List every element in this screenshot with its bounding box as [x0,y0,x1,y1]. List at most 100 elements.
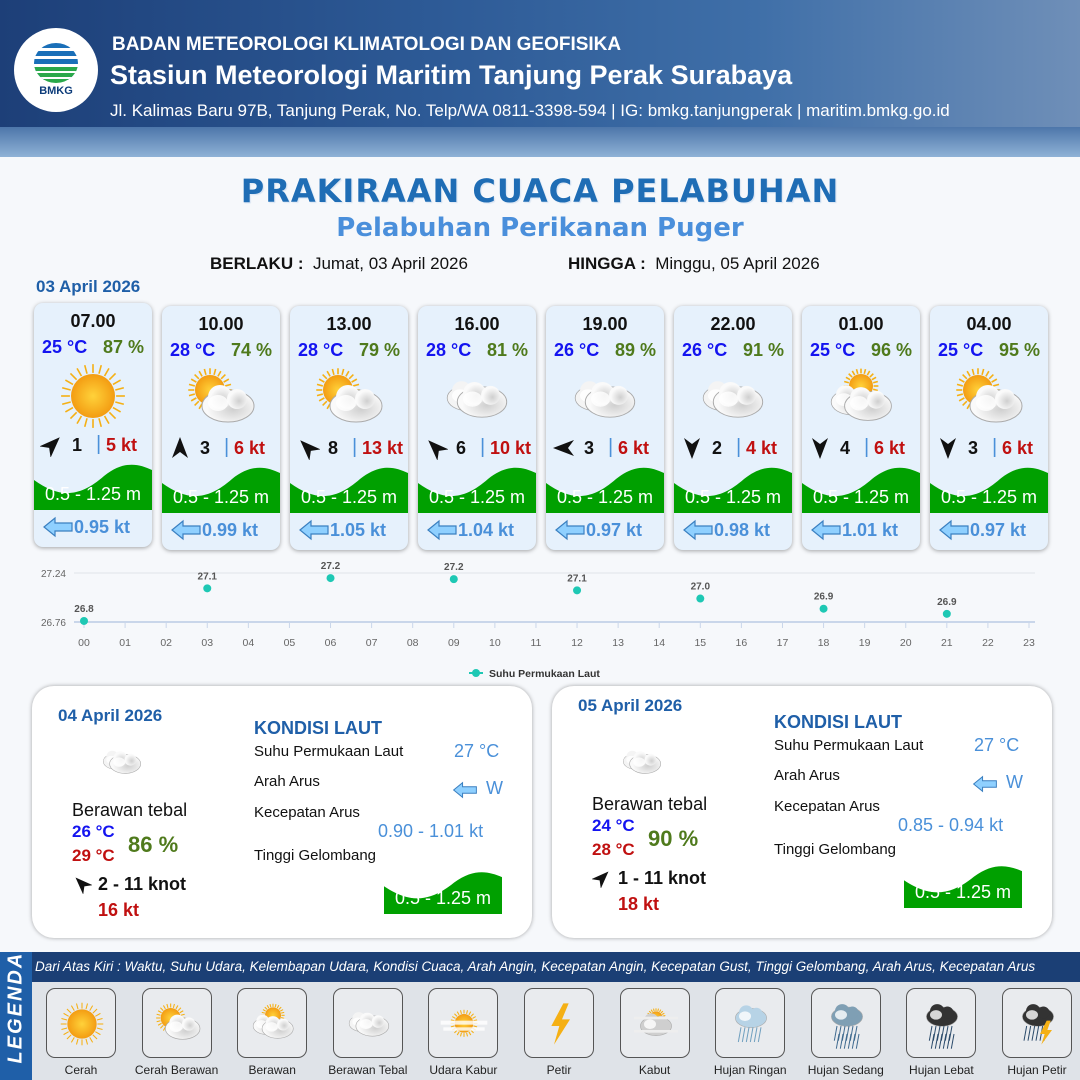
legend-note: Dari Atas Kiri : Waktu, Suhu Udara, Kele… [32,952,1080,982]
panel-date: 05 April 2026 [578,696,683,715]
wind-speed: 2 [712,438,723,458]
wind-gust: 4 kt [746,438,778,458]
current-speed-label: Kecepatan Arus [254,804,360,821]
current-direction-arrow-icon [42,516,74,538]
wind-speed: 4 [840,438,851,458]
forecast-card: 19.00 26 °C 89 % 3 | 6 kt 0.5 - 1.25 m 0… [546,306,664,550]
current-speed: 1.05 kt [330,520,387,540]
legend-petir-icon [524,988,594,1058]
sea-condition-title: KONDISI LAUT [254,718,382,738]
x-tick-label: 22 [982,637,994,649]
wind-speed: 8 [328,438,339,458]
sst-point[interactable] [942,609,951,618]
air-temperature: 25 °C [810,340,856,360]
legend-item-label: Cerah [64,1063,98,1077]
cerah-berawan-weather-icon [176,364,266,434]
separator: | [224,436,230,458]
forecast-card: 22.00 26 °C 91 % 2 | 4 kt 0.5 - 1.25 m 0… [674,306,792,550]
min-temperature: 26 °C [72,822,115,841]
wind-speed: 3 [200,438,211,458]
wave-icon [162,461,280,513]
wind-speed: 1 [72,435,83,455]
forecast-card: 10.00 28 °C 74 % 3 | 6 kt 0.5 - 1.25 m 0… [162,306,280,550]
sst-point-label: 26.9 [937,597,957,608]
wind-gust: 16 kt [98,900,140,920]
legend-hujan-lebat-icon [906,988,977,1058]
wave-height-value: 0.5 - 1.25 m [394,888,492,908]
wind-gust: 6 kt [874,438,906,458]
legend-berawan-icon [237,988,308,1058]
current-speed: 0.99 kt [202,520,259,540]
legend-udara-kabur-icon [428,988,499,1058]
day-panel-2: 05 April 2026 Berawan tebal 24 °C 28 °C … [552,686,1052,938]
forecast-card: 07.00 25 °C 87 % 1 | 5 kt 0.5 - 1.25 m 0… [34,303,152,547]
wind-direction-arrow-icon [168,436,192,460]
current-direction-label: Arah Arus [254,773,320,790]
wind-direction-arrow-icon [936,436,960,460]
wave-height-label: Tinggi Gelombang [774,841,897,858]
x-tick-label: 01 [119,637,131,649]
wind-gust: 6 kt [1002,438,1034,458]
x-tick-label: 00 [78,637,90,649]
port-name: Pelabuhan Perikanan Puger [336,213,744,243]
x-tick-label: 20 [900,637,912,649]
sst-point-label: 27.0 [691,582,711,593]
current-speed: 0.97 kt [586,520,643,540]
station-name: Stasiun Meteorologi Maritim Tanjung Pera… [110,60,793,90]
current-direction-value: W [1006,772,1023,792]
separator: | [96,433,102,455]
sst-point[interactable] [326,574,335,583]
wind-gust: 6 kt [618,438,650,458]
berawan-tebal-weather-icon [612,740,672,784]
wind-direction-arrow-icon [552,436,576,460]
wind-direction-arrow-icon [296,436,321,461]
sst-point[interactable] [696,594,705,603]
forecast-time: 19.00 [582,314,628,334]
sst-point[interactable] [80,616,88,625]
legend: LEGENDA Dari Atas Kiri : Waktu, Suhu Uda… [0,952,1080,1080]
separator: | [864,436,870,458]
humidity: 90 % [648,826,699,851]
wave-height: 0.5 - 1.25 m [812,487,910,507]
legend-hujan-ringan-icon [715,988,786,1058]
wave-height: 0.5 - 1.25 m [172,487,270,507]
wave-icon [384,866,502,914]
sst-point[interactable] [573,586,582,595]
wave-icon [802,461,920,513]
x-tick-label: 08 [407,637,419,649]
current-direction-arrow-icon [452,780,478,800]
sst-point[interactable] [819,604,828,613]
x-tick-label: 17 [777,637,789,649]
current-speed: 1.04 kt [458,520,515,540]
wave-icon [930,461,1048,513]
wind-gust: 5 kt [106,435,138,455]
x-tick-label: 21 [941,637,953,649]
forecast-time: 22.00 [710,314,756,334]
legend-item-label: Hujan Lebat [909,1063,974,1077]
sst-point-label: 27.1 [567,573,587,584]
wave-height-label: Tinggi Gelombang [254,847,377,864]
panel-date: 04 April 2026 [58,706,163,725]
chart-legend-label[interactable]: Suhu Permukaan Laut [489,668,600,680]
sst-chart: 26.76 27.24 00 01 02 03 04 05 06 07 08 09 10 11 12 13 14… [41,561,1035,680]
air-temperature: 28 °C [298,340,344,360]
x-tick-label: 06 [325,637,337,649]
berawan-tebal-weather-icon [92,740,152,784]
separator: | [608,436,614,458]
wind-direction-arrow-icon [424,436,449,461]
legend-marker [472,669,480,677]
separator: | [736,436,742,458]
berawan-tebal-weather-icon [688,364,778,434]
sst-point-label: 27.2 [321,561,341,572]
separator: | [992,436,998,458]
sst-point[interactable] [449,575,458,584]
current-direction-arrow-icon [298,519,330,541]
forecast-time: 13.00 [326,314,372,334]
sst-point[interactable] [203,584,212,593]
sst-label: Suhu Permukaan Laut [254,743,404,760]
wind-gust: 10 kt [490,438,532,458]
separator: | [352,436,358,458]
x-tick-label: 11 [531,637,542,649]
air-temperature: 26 °C [554,340,600,360]
legend-item-label: Udara Kabur [429,1063,498,1077]
